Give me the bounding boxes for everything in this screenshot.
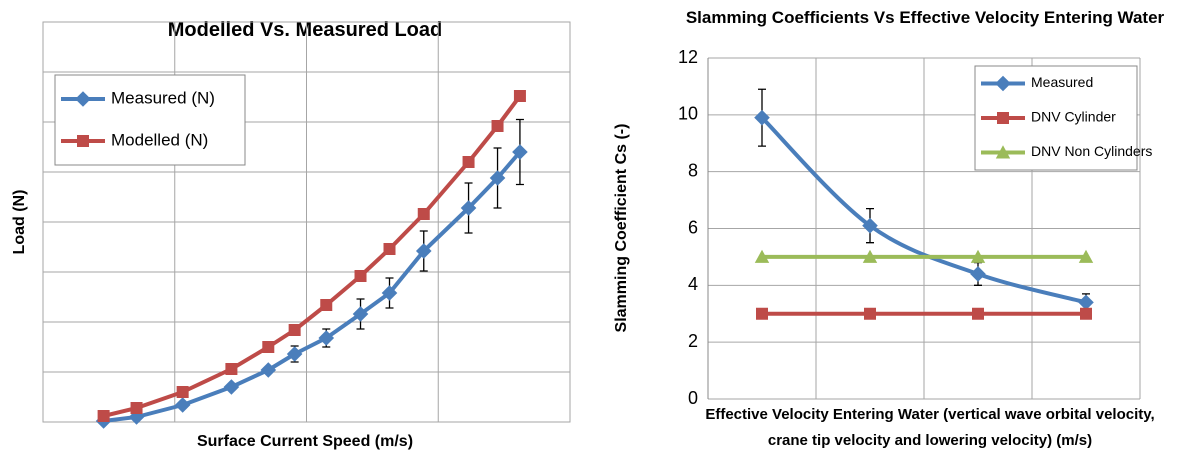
marker (176, 386, 189, 398)
marker (512, 144, 528, 160)
marker (320, 299, 333, 311)
marker (862, 249, 878, 263)
marker (130, 402, 143, 414)
marker (318, 330, 335, 346)
y-tick-label: 12 (678, 47, 698, 67)
marker (489, 170, 506, 186)
marker (460, 200, 477, 216)
marker (288, 324, 301, 336)
marker (972, 307, 984, 320)
marker (381, 285, 398, 301)
marker (75, 91, 91, 107)
y-tick-label: 10 (678, 104, 698, 124)
y-tick-label: 6 (688, 217, 698, 237)
x-axis-label: Effective Velocity Entering Water (verti… (705, 406, 1155, 449)
marker (997, 112, 1009, 124)
plot-border (42, 21, 571, 423)
marker (225, 363, 238, 375)
marker (756, 307, 768, 320)
y-tick-label: 2 (688, 331, 698, 351)
marker (995, 75, 1011, 92)
marker (491, 120, 504, 132)
marker (415, 243, 432, 259)
marker (864, 307, 876, 320)
marker (995, 145, 1011, 159)
y-tick-label: 4 (688, 274, 698, 294)
chart-title: Modelled Vs. Measured Load (167, 19, 443, 41)
chart-title: Slamming Coefficients Vs Effective Veloc… (685, 8, 1165, 27)
marker (970, 266, 986, 282)
marker (862, 217, 878, 234)
marker (754, 109, 770, 126)
marker (1078, 294, 1094, 311)
x-axis-label: Surface Current Speed (m/s) (196, 433, 414, 450)
series-line (760, 116, 1087, 305)
marker (77, 135, 89, 147)
marker (354, 270, 367, 282)
legend-label: DNV Non Cylinders (1031, 143, 1152, 159)
marker (128, 409, 145, 425)
marker (462, 156, 475, 168)
marker (970, 249, 986, 263)
series-line (103, 150, 522, 423)
marker (513, 90, 526, 102)
y-tick-label: 0 (688, 388, 698, 408)
legend-label: Modelled (N) (111, 130, 208, 149)
marker (417, 208, 430, 220)
marker (286, 346, 303, 362)
marker (383, 243, 396, 255)
marker (352, 306, 369, 322)
marker (174, 397, 191, 413)
y-tick-label: 8 (688, 160, 698, 180)
legend-label: Measured (1031, 74, 1093, 90)
marker (97, 410, 110, 422)
marker (223, 379, 240, 395)
legend-label: Measured (N) (111, 88, 215, 107)
marker (1078, 249, 1094, 263)
y-axis-label: Load (N) (11, 190, 28, 255)
y-axis-label: Slamming Coefficient Cs (-) (613, 124, 630, 333)
marker (1080, 307, 1092, 320)
marker (754, 249, 770, 263)
marker (260, 362, 277, 378)
legend-label: DNV Cylinder (1031, 109, 1116, 125)
legend-box (54, 74, 246, 166)
marker (262, 341, 275, 353)
